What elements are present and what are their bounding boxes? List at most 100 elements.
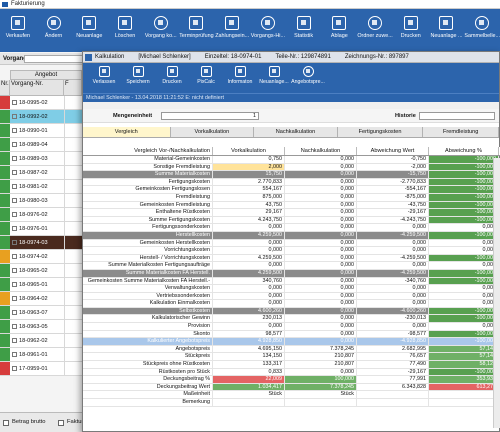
tab-nachkalkulation[interactable]: Nachkalkulation bbox=[254, 127, 338, 137]
vorkalkulation-value[interactable]: 1.034,417 bbox=[213, 383, 285, 391]
ribbon-button-13[interactable]: Neuanlage ... bbox=[429, 12, 465, 50]
dialog-button-4[interactable]: PixCalc bbox=[189, 63, 223, 93]
vorkalkulation-value[interactable]: 4.695,150 bbox=[213, 345, 285, 353]
calc-header-4[interactable]: Abweichung Wert bbox=[357, 147, 429, 155]
mengeneinheit-input[interactable]: 1 bbox=[161, 112, 259, 120]
ribbon-button-12[interactable]: Drucken bbox=[393, 12, 429, 50]
vorkalkulation-value[interactable]: 22,009 bbox=[213, 376, 285, 383]
nachkalkulation-value[interactable]: 0,000 bbox=[285, 239, 357, 247]
table-row[interactable]: 18-0995-02 bbox=[0, 96, 82, 110]
ribbon-button-14[interactable]: Sammelbelle... bbox=[464, 12, 500, 50]
col-vorgang[interactable]: Vorgang-Nr. bbox=[10, 80, 64, 95]
table-row[interactable]: 18-0974-03 bbox=[0, 236, 82, 250]
vorkalkulation-value[interactable]: 98,577 bbox=[213, 330, 285, 338]
table-row[interactable]: 18-0961-01 bbox=[0, 348, 82, 362]
tab-vergleich[interactable]: Vergleich bbox=[83, 127, 171, 137]
vorkalkulation-value[interactable]: 340,760 bbox=[213, 277, 285, 285]
row-select-checkbox[interactable] bbox=[12, 296, 17, 302]
nachkalkulation-value[interactable]: 0,000 bbox=[285, 269, 357, 277]
ribbon-button-5[interactable]: Vorgang ko... bbox=[143, 12, 179, 50]
vorkalkulation-value[interactable]: 4.259,500 bbox=[213, 254, 285, 262]
vorkalkulation-value[interactable]: 0,750 bbox=[213, 156, 285, 163]
nachkalkulation-value[interactable]: 0,000 bbox=[285, 178, 357, 186]
table-row[interactable]: 18-0980-03 bbox=[0, 194, 82, 208]
row-select-checkbox[interactable] bbox=[12, 338, 17, 344]
dialog-button-1[interactable]: Verlassen bbox=[87, 63, 121, 93]
nachkalkulation-value[interactable]: 0,000 bbox=[285, 330, 357, 338]
historie-select[interactable] bbox=[419, 112, 495, 120]
vorkalkulation-value[interactable]: 4.259,500 bbox=[213, 231, 285, 239]
col-f[interactable]: F bbox=[64, 80, 82, 95]
row-select-checkbox[interactable] bbox=[12, 198, 17, 204]
row-select-checkbox[interactable] bbox=[12, 240, 17, 246]
ribbon-button-6[interactable]: Terminprüfung bbox=[179, 12, 215, 50]
ribbon-button-9[interactable]: Statistik bbox=[286, 12, 322, 50]
vorkalkulation-value[interactable]: 875,000 bbox=[213, 193, 285, 201]
table-row[interactable]: 18-0987-02 bbox=[0, 166, 82, 180]
nachkalkulation-value[interactable]: 0,000 bbox=[285, 186, 357, 193]
table-row[interactable]: 18-0990-01 bbox=[0, 124, 82, 138]
table-row[interactable]: 18-0965-01 bbox=[0, 278, 82, 292]
row-select-checkbox[interactable] bbox=[12, 282, 17, 288]
dialog-button-3[interactable]: Drucken bbox=[155, 63, 189, 93]
nachkalkulation-value[interactable]: 0,000 bbox=[285, 323, 357, 330]
col-nr[interactable]: Nr. bbox=[0, 80, 10, 95]
ribbon-button-8[interactable]: Vorgangs-Hi... bbox=[250, 12, 286, 50]
vorkalkulation-value[interactable]: 0,000 bbox=[213, 247, 285, 254]
nachkalkulation-value[interactable]: 0,000 bbox=[285, 368, 357, 376]
vorkalkulation-value[interactable]: 4.259,500 bbox=[213, 269, 285, 277]
filter-input[interactable] bbox=[24, 55, 84, 63]
nachkalkulation-value[interactable]: 0,000 bbox=[285, 193, 357, 201]
nachkalkulation-value[interactable]: 0,000 bbox=[285, 277, 357, 285]
nachkalkulation-value[interactable]: 0,000 bbox=[285, 338, 357, 345]
table-row[interactable]: 18-0976-01 bbox=[0, 222, 82, 236]
table-row[interactable]: 18-0976-02 bbox=[0, 208, 82, 222]
row-select-checkbox[interactable] bbox=[12, 128, 17, 134]
table-row[interactable]: 18-0962-02 bbox=[0, 334, 82, 348]
table-row[interactable]: 18-0965-02 bbox=[0, 264, 82, 278]
table-row[interactable]: 18-0989-03 bbox=[0, 152, 82, 166]
nachkalkulation-value[interactable]: 0,000 bbox=[285, 247, 357, 254]
betrag-brutto-checkbox[interactable] bbox=[3, 420, 9, 426]
row-select-checkbox[interactable] bbox=[12, 100, 17, 106]
row-select-checkbox[interactable] bbox=[12, 310, 17, 316]
vorkalkulation-value[interactable]: 554,167 bbox=[213, 186, 285, 193]
table-row[interactable]: 18-0992-02 bbox=[0, 110, 82, 124]
nachkalkulation-value[interactable] bbox=[285, 399, 357, 406]
tab-fremdleistung[interactable]: Fremdleistung bbox=[423, 127, 499, 137]
nachkalkulation-value[interactable]: 7.378,245 bbox=[285, 345, 357, 353]
calc-header-3[interactable]: Nachkalkulation bbox=[285, 147, 357, 155]
ribbon-button-1[interactable]: Verkaufen bbox=[0, 12, 36, 50]
nachkalkulation-value[interactable]: 0,000 bbox=[285, 216, 357, 224]
nachkalkulation-value[interactable]: 0,000 bbox=[285, 209, 357, 216]
row-select-checkbox[interactable] bbox=[12, 254, 17, 260]
row-select-checkbox[interactable] bbox=[12, 366, 17, 372]
ribbon-button-7[interactable]: Zahlungsein... bbox=[214, 12, 250, 50]
ribbon-button-2[interactable]: Ändern bbox=[36, 12, 72, 50]
ribbon-button-3[interactable]: Neuanlage bbox=[71, 12, 107, 50]
nachkalkulation-value[interactable]: 0,000 bbox=[285, 171, 357, 178]
vorkalkulation-value[interactable]: 29,167 bbox=[213, 209, 285, 216]
vorkalkulation-value[interactable]: 0,833 bbox=[213, 368, 285, 376]
table-row[interactable]: 18-0981-02 bbox=[0, 180, 82, 194]
row-select-checkbox[interactable] bbox=[12, 184, 17, 190]
row-select-checkbox[interactable] bbox=[12, 352, 17, 358]
nachkalkulation-value[interactable]: 210,807 bbox=[285, 361, 357, 368]
ribbon-button-10[interactable]: Ablage bbox=[321, 12, 357, 50]
dialog-button-7[interactable]: Angebotspre... bbox=[291, 63, 325, 93]
vorkalkulation-value[interactable]: 15,750 bbox=[213, 171, 285, 178]
ribbon-button-4[interactable]: Löschen bbox=[107, 12, 143, 50]
nachkalkulation-value[interactable]: Stück bbox=[285, 391, 357, 398]
faktura-checkbox[interactable] bbox=[58, 420, 64, 426]
calc-scrollbar[interactable] bbox=[493, 158, 500, 428]
calc-header-1[interactable]: Vergleich Vor-/Nachkalkulation bbox=[83, 147, 213, 155]
table-row[interactable]: 18-0974-02 bbox=[0, 250, 82, 264]
tab-fertigungskosten[interactable]: Fertigungskosten bbox=[338, 127, 424, 137]
vorkalkulation-value[interactable]: 4.243,750 bbox=[213, 216, 285, 224]
nachkalkulation-value[interactable]: 0,000 bbox=[285, 224, 357, 231]
vorkalkulation-value[interactable]: 43,750 bbox=[213, 201, 285, 209]
vorkalkulation-value[interactable]: 0,000 bbox=[213, 323, 285, 330]
dialog-button-2[interactable]: Speichern bbox=[121, 63, 155, 93]
nachkalkulation-value[interactable]: 0,000 bbox=[285, 254, 357, 262]
table-row[interactable]: 17-0959-01 bbox=[0, 362, 82, 376]
